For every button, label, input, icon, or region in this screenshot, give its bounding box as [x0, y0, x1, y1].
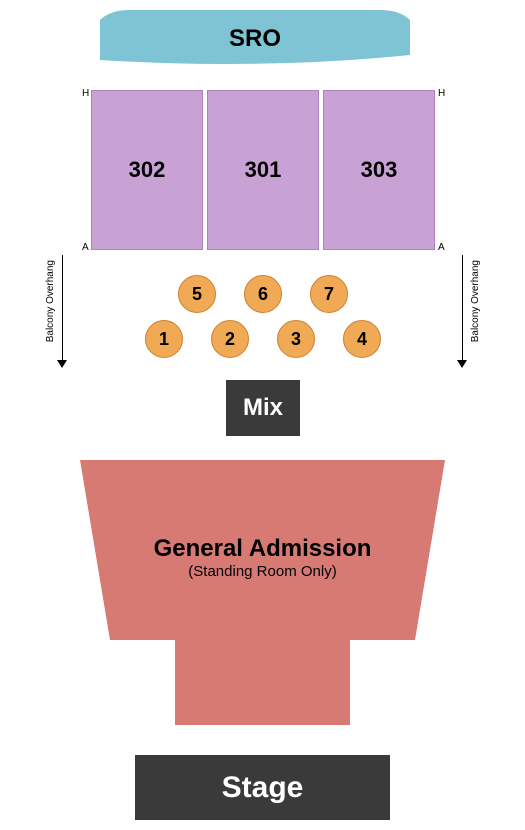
table-2[interactable]: 2	[211, 320, 249, 358]
table-3[interactable]: 3	[277, 320, 315, 358]
balcony-section-301[interactable]: 301	[207, 90, 319, 250]
sro-section[interactable]: SRO	[100, 25, 410, 53]
ga-title: General Admission	[0, 535, 525, 563]
overhang-arrow-left	[57, 360, 67, 368]
mix-label: Mix	[243, 394, 283, 422]
sro-label: SRO	[229, 25, 281, 52]
balcony-section-303[interactable]: 303	[323, 90, 435, 250]
row-label: A	[82, 242, 89, 253]
overhang-line-right	[462, 255, 463, 360]
balcony-section-302[interactable]: 302	[91, 90, 203, 250]
ga-subtitle: (Standing Room Only)	[0, 563, 525, 580]
table-4[interactable]: 4	[343, 320, 381, 358]
row-label: H	[438, 88, 445, 99]
mix-box[interactable]: Mix	[226, 380, 300, 436]
ga-text: General Admission (Standing Room Only)	[0, 535, 525, 580]
table-5[interactable]: 5	[178, 275, 216, 313]
table-1[interactable]: 1	[145, 320, 183, 358]
overhang-label-left: Balcony Overhang	[45, 260, 56, 342]
stage-box[interactable]: Stage	[135, 755, 390, 820]
row-label: A	[438, 242, 445, 253]
stage-label: Stage	[222, 771, 304, 805]
row-label: H	[82, 88, 89, 99]
overhang-label-right: Balcony Overhang	[470, 260, 481, 342]
table-6[interactable]: 6	[244, 275, 282, 313]
overhang-arrow-right	[457, 360, 467, 368]
overhang-line-left	[62, 255, 63, 360]
table-7[interactable]: 7	[310, 275, 348, 313]
